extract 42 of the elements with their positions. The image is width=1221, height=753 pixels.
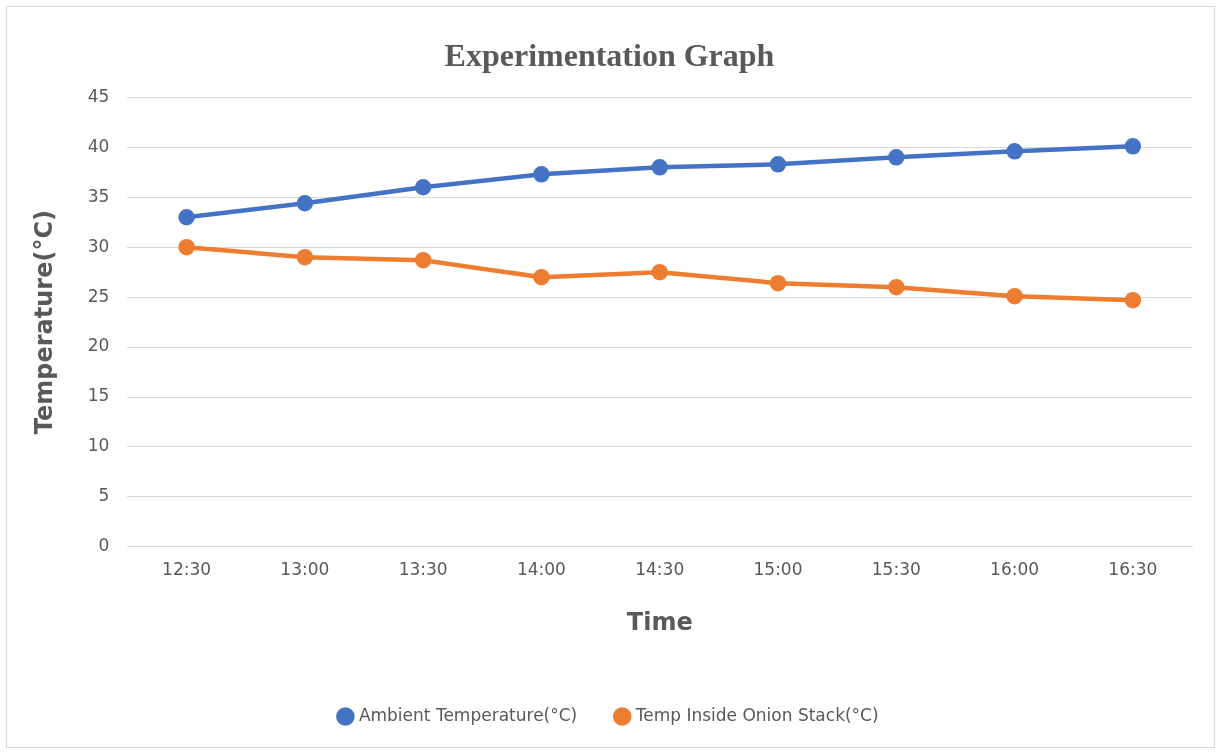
point	[888, 278, 905, 296]
x-tick-label: 14:30	[635, 559, 685, 580]
point	[1124, 138, 1142, 155]
point	[888, 149, 905, 166]
x-tick-label: 13:00	[280, 559, 330, 580]
x-axis-title: Time	[626, 607, 693, 636]
point	[533, 268, 550, 286]
x-tick-label: 12:30	[162, 559, 212, 580]
point	[769, 156, 787, 173]
y-tick-label: 30	[87, 235, 110, 256]
chart-title: Experimentation Graph	[444, 37, 775, 74]
y-tick-label: 5	[98, 485, 110, 506]
y-tick-label: 35	[87, 185, 110, 206]
point	[651, 159, 668, 176]
point	[414, 251, 432, 269]
y-tick-label: 45	[87, 85, 110, 106]
x-tick-label: 15:00	[753, 559, 803, 580]
y-tick-label: 40	[87, 135, 110, 156]
point	[414, 179, 432, 196]
point	[651, 263, 668, 281]
point	[1006, 287, 1023, 305]
y-axis-title: Temperature(°C)	[29, 210, 58, 435]
point	[769, 274, 787, 292]
point	[178, 238, 195, 256]
legend-label: Temp Inside Onion Stack(°C)	[634, 704, 879, 725]
point	[533, 166, 550, 183]
x-tick-label: 15:30	[871, 559, 921, 580]
point	[1006, 143, 1023, 160]
y-tick-label: 25	[87, 285, 110, 306]
point	[1124, 291, 1142, 309]
point	[296, 248, 314, 266]
y-tick-label: 15	[87, 385, 110, 406]
x-tick-label: 14:00	[516, 559, 566, 580]
y-tick-label: 10	[87, 435, 110, 456]
point	[296, 195, 314, 212]
legend-label: Ambient Temperature(°C)	[358, 704, 578, 725]
x-tick-label: 16:30	[1108, 559, 1158, 580]
point	[178, 208, 195, 226]
x-tick-label: 13:30	[398, 559, 448, 580]
x-tick-label: 16:00	[990, 559, 1040, 580]
y-tick-label: 0	[98, 535, 110, 556]
y-tick-label: 20	[87, 335, 110, 356]
